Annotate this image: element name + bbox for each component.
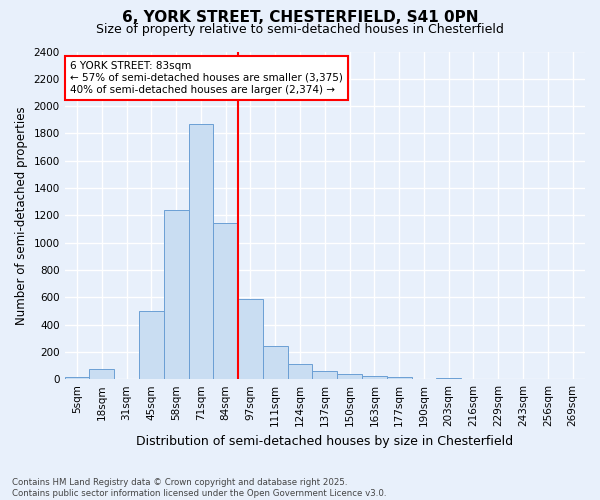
Bar: [287, 364, 313, 379]
Bar: [214, 223, 238, 379]
Bar: [188, 124, 214, 379]
Text: Size of property relative to semi-detached houses in Chesterfield: Size of property relative to semi-detach…: [96, 22, 504, 36]
Bar: [89, 369, 114, 379]
Text: 6, YORK STREET, CHESTERFIELD, S41 0PN: 6, YORK STREET, CHESTERFIELD, S41 0PN: [122, 10, 478, 25]
X-axis label: Distribution of semi-detached houses by size in Chesterfield: Distribution of semi-detached houses by …: [136, 434, 514, 448]
Bar: [387, 377, 412, 379]
Bar: [238, 298, 263, 379]
Y-axis label: Number of semi-detached properties: Number of semi-detached properties: [15, 106, 28, 324]
Bar: [139, 311, 164, 379]
Bar: [337, 374, 362, 379]
Bar: [436, 378, 461, 379]
Bar: [263, 346, 287, 379]
Bar: [313, 371, 337, 379]
Bar: [65, 377, 89, 379]
Bar: [362, 376, 387, 379]
Text: 6 YORK STREET: 83sqm
← 57% of semi-detached houses are smaller (3,375)
40% of se: 6 YORK STREET: 83sqm ← 57% of semi-detac…: [70, 62, 343, 94]
Text: Contains HM Land Registry data © Crown copyright and database right 2025.
Contai: Contains HM Land Registry data © Crown c…: [12, 478, 386, 498]
Bar: [164, 210, 188, 379]
